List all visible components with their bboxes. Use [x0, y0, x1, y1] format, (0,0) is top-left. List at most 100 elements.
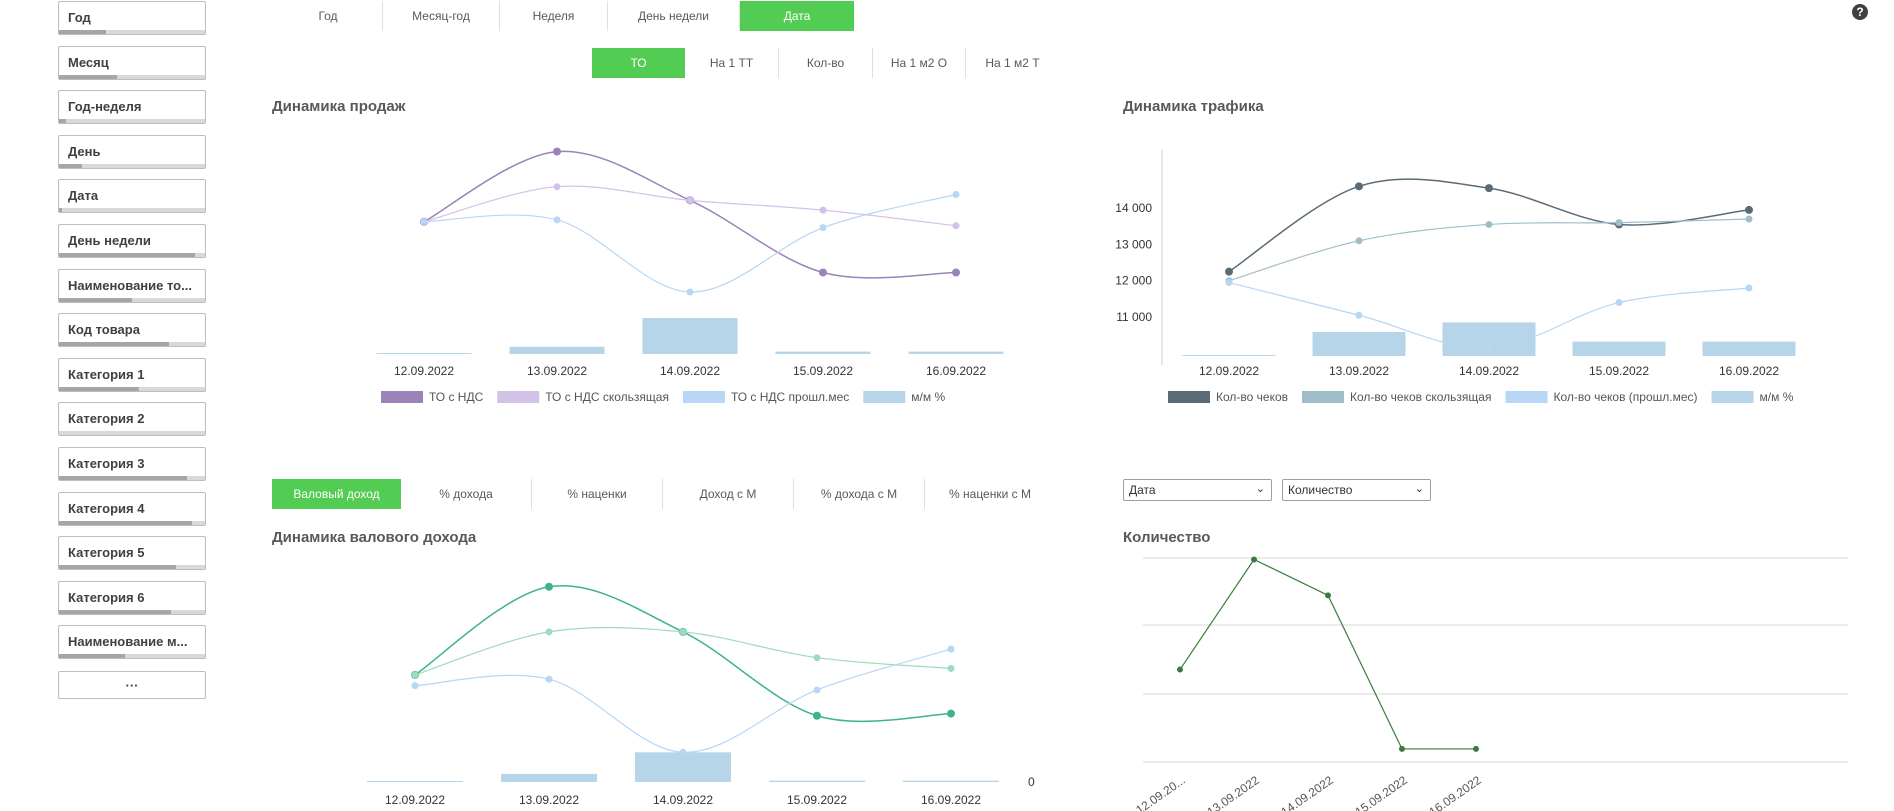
traffic-y-tick-label: 13 000: [1115, 237, 1152, 251]
income-tab-5[interactable]: % дохода с М: [794, 479, 925, 509]
income-x-tick-label: 14.09.2022: [653, 793, 713, 807]
filter-progress-bar: [59, 476, 188, 480]
sales-series-line-2: [423, 185, 957, 227]
traffic-point: [1485, 184, 1493, 193]
filter-8[interactable]: Код товара: [58, 313, 206, 348]
filter-14[interactable]: Категория 6: [58, 580, 206, 615]
sales-point: [420, 218, 428, 226]
sales-point: [952, 222, 960, 230]
metric-tab-1[interactable]: ТО: [592, 48, 685, 78]
sales-point: [420, 218, 428, 226]
filter-11[interactable]: Категория 3: [58, 447, 206, 481]
sales-point: [686, 288, 694, 296]
sales-legend-label: ТО с НДС прошл.мес: [731, 390, 849, 404]
sales-legend-label: ТО с НДС: [429, 390, 484, 404]
income-tab-6[interactable]: % наценки с М: [949, 487, 1031, 501]
sales-point: [553, 216, 561, 224]
period-tab-3[interactable]: Неделя: [500, 1, 608, 31]
filter-1[interactable]: Год: [58, 1, 206, 35]
metric-tab-5[interactable]: На 1 м2 Т: [985, 56, 1040, 70]
quantity-x-tick-label: 15.09.2022: [1352, 773, 1409, 811]
filter-10[interactable]: Категория 2: [58, 402, 206, 437]
filter-progress-bar: [59, 297, 132, 302]
filter-progress-bar: [59, 342, 169, 347]
traffic-legend-label: Кол-во чеков: [1216, 390, 1288, 404]
chevron-down-icon: ⌄: [1255, 483, 1265, 495]
metric-tab-4[interactable]: На 1 м2 О: [873, 48, 966, 78]
income-bar-mm: [769, 780, 865, 782]
quantity-point: [1177, 666, 1183, 673]
filter-label: День недели: [68, 233, 151, 248]
income-tab-2[interactable]: % дохода: [401, 479, 532, 509]
filter-7[interactable]: Наименование то...: [58, 268, 206, 303]
income-chart-title: Динамика валового дохода: [272, 529, 477, 546]
sales-point: [819, 268, 827, 277]
traffic-x-tick-label: 13.09.2022: [1329, 364, 1389, 378]
filter-progress-track: [59, 30, 205, 34]
metric-tab-3[interactable]: Кол-во: [779, 48, 873, 78]
income-point: [947, 645, 955, 653]
sales-legend-label: ТО с НДС скользящая: [545, 390, 669, 404]
filter-15[interactable]: Наименование м...: [58, 625, 206, 660]
period-tab-4[interactable]: День недели: [608, 1, 740, 31]
sales-bar-mm: [376, 353, 472, 354]
traffic-y-tick-label: 11 000: [1116, 310, 1152, 324]
traffic-point: [1745, 205, 1753, 214]
income-point: [411, 670, 419, 679]
more-filters-button[interactable]: ···: [58, 671, 206, 699]
sales-bar-mm: [775, 351, 871, 354]
traffic-legend-swatch: [1168, 391, 1210, 403]
filter-12[interactable]: Категория 4: [58, 491, 206, 526]
income-point: [411, 671, 419, 679]
traffic-chart-title: Динамика трафика: [1123, 98, 1264, 115]
filter-label: Наименование м...: [68, 634, 188, 650]
income-x-tick-label: 13.09.2022: [519, 793, 579, 807]
period-tab-2[interactable]: Месяц-год: [383, 1, 500, 31]
filter-progress-track: [59, 163, 205, 168]
filter-13[interactable]: Категория 5: [58, 536, 206, 571]
metric-tab-2[interactable]: На 1 ТТ: [685, 48, 779, 78]
filter-2[interactable]: Месяц: [58, 45, 206, 80]
filter-progress-track: [59, 431, 205, 436]
traffic-point: [1485, 220, 1493, 228]
filter-4[interactable]: День: [58, 134, 206, 169]
traffic-point: [1225, 277, 1233, 285]
quantity-point: [1325, 592, 1331, 599]
period-tab-1[interactable]: Год: [274, 1, 383, 31]
traffic-y-tick-label: 12 000: [1115, 274, 1152, 288]
filter-3[interactable]: Год-неделя: [58, 90, 206, 125]
quantity-chart-title: Количество: [1123, 529, 1211, 546]
income-x-tick-label: 16.09.2022: [921, 793, 981, 807]
sales-point: [952, 191, 960, 198]
sales-point: [952, 268, 960, 277]
filter-progress-track: [59, 74, 205, 79]
filter-label: Наименование то...: [68, 277, 192, 293]
traffic-legend-swatch: [1505, 391, 1548, 403]
income-tab-1[interactable]: Валовый доход: [272, 479, 401, 509]
traffic-point: [1355, 182, 1363, 191]
income-zero-label: 0: [1028, 775, 1035, 789]
dimension-dropdown[interactable]: Дата ⌄: [1123, 479, 1272, 501]
sales-x-tick-label: 12.09.2022: [394, 364, 454, 378]
income-point: [545, 675, 553, 683]
sales-point: [553, 183, 561, 191]
traffic-legend-swatch: [1711, 391, 1754, 403]
measure-dropdown[interactable]: Количество ⌄: [1282, 479, 1431, 501]
filter-label: Год: [68, 10, 91, 25]
period-tab-5[interactable]: Дата: [740, 1, 854, 31]
sales-x-tick-label: 13.09.2022: [527, 364, 587, 378]
income-bar-mm: [367, 781, 463, 782]
quantity-x-tick-label: 16.09.2022: [1426, 773, 1483, 811]
sales-x-tick-label: 14.09.2022: [660, 364, 720, 378]
filter-6[interactable]: День недели: [58, 224, 206, 258]
filter-5[interactable]: Дата: [58, 179, 206, 214]
income-tab-3[interactable]: % наценки: [532, 479, 663, 509]
filter-9[interactable]: Категория 1: [58, 357, 206, 392]
filter-progress-bar: [59, 565, 176, 570]
traffic-point: [1355, 311, 1363, 319]
filter-label: Месяц: [68, 54, 109, 70]
sales-bar-mm: [908, 351, 1004, 354]
income-tab-4[interactable]: Доход с М: [663, 479, 794, 509]
filter-progress-track: [59, 297, 205, 302]
help-icon[interactable]: ?: [1852, 4, 1868, 20]
